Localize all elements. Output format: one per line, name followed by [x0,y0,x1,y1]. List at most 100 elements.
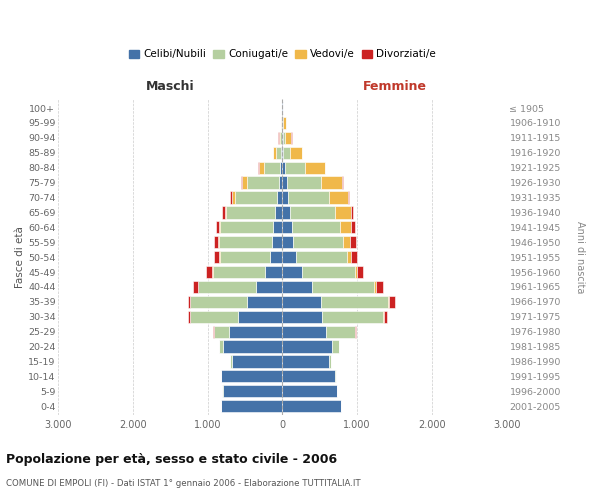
Text: Maschi: Maschi [146,80,194,93]
Bar [223,385,283,398]
Bar [224,206,226,218]
Text: COMUNE DI EMPOLI (FI) - Dati ISTAT 1° gennaio 2006 - Elaborazione TUTTITALIA.IT: COMUNE DI EMPOLI (FI) - Dati ISTAT 1° ge… [6,479,361,488]
Bar [232,192,235,203]
Text: Popolazione per età, sesso e stato civile - 2006: Popolazione per età, sesso e stato civil… [6,452,337,466]
Bar [302,266,355,278]
Bar [188,310,190,323]
Bar [355,266,357,278]
Bar [265,266,283,278]
Bar [283,146,290,159]
Bar [229,326,283,338]
Bar [277,146,281,159]
Bar [214,251,219,263]
Bar [326,326,355,338]
Bar [221,370,283,382]
Bar [283,356,329,368]
Bar [329,192,348,203]
Legend: Celibi/Nubili, Coniugati/e, Vedovi/e, Divorziati/e: Celibi/Nubili, Coniugati/e, Vedovi/e, Di… [127,48,439,62]
Bar [305,162,325,174]
Bar [230,356,232,368]
Bar [219,340,223,352]
Bar [226,206,275,218]
Bar [238,310,283,323]
Bar [219,251,220,263]
Bar [198,281,256,293]
Bar [190,296,247,308]
Bar [279,176,283,188]
Bar [342,176,343,188]
Bar [188,296,190,308]
Bar [340,221,351,234]
Bar [329,356,331,368]
Bar [271,251,283,263]
Bar [247,296,283,308]
Bar [355,326,356,338]
Bar [351,251,357,263]
Bar [350,236,356,248]
Bar [193,281,197,293]
Bar [332,340,339,352]
Bar [351,206,353,218]
Bar [283,221,292,234]
Bar [218,236,219,248]
Bar [283,310,322,323]
Bar [256,281,283,293]
Bar [222,206,224,218]
Bar [247,176,279,188]
Bar [273,146,277,159]
Bar [389,296,395,308]
Bar [283,192,289,203]
Bar [223,340,283,352]
Bar [277,192,283,203]
Bar [280,162,283,174]
Bar [335,206,351,218]
Bar [283,296,320,308]
Bar [235,192,277,203]
Bar [287,176,322,188]
Bar [283,132,286,144]
Bar [283,251,296,263]
Bar [296,251,347,263]
Bar [281,146,283,159]
Bar [320,296,388,308]
Bar [343,236,350,248]
Bar [388,296,389,308]
Y-axis label: Anni di nascita: Anni di nascita [575,221,585,294]
Bar [280,132,282,144]
Bar [283,236,293,248]
Bar [292,221,340,234]
Bar [219,236,272,248]
Bar [290,206,335,218]
Bar [286,132,292,144]
Bar [283,281,311,293]
Bar [311,281,374,293]
Bar [214,236,218,248]
Bar [221,400,283,412]
Bar [272,236,283,248]
Bar [264,162,280,174]
Bar [322,310,383,323]
Bar [283,326,326,338]
Bar [384,310,387,323]
Bar [215,221,219,234]
Bar [347,251,351,263]
Bar [285,162,305,174]
Bar [213,326,214,338]
Bar [289,192,329,203]
Bar [232,356,283,368]
Bar [273,221,283,234]
Bar [283,370,335,382]
Y-axis label: Fasce di età: Fasce di età [15,226,25,288]
Bar [348,192,349,203]
Bar [278,132,280,144]
Bar [214,326,229,338]
Bar [290,146,302,159]
Bar [283,117,286,129]
Bar [374,281,376,293]
Bar [283,266,302,278]
Bar [259,162,264,174]
Bar [220,221,273,234]
Bar [190,310,238,323]
Bar [283,206,290,218]
Bar [206,266,212,278]
